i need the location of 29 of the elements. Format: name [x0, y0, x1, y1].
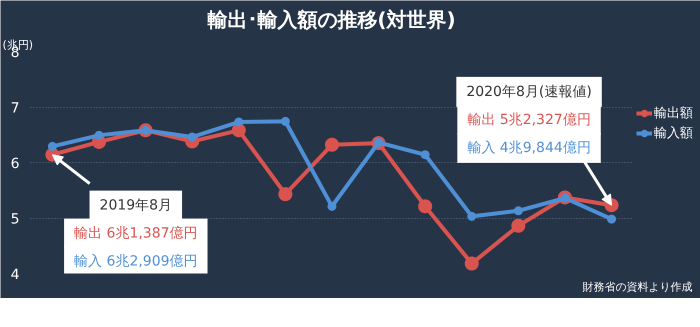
- point: [234, 117, 244, 126]
- point: [188, 132, 197, 142]
- point: [278, 187, 292, 202]
- point: [280, 116, 290, 126]
- point: [420, 150, 430, 160]
- chart-title: 輸出･輸入額の推移(対世界): [206, 8, 456, 32]
- legend-label: 輸入額: [654, 125, 693, 142]
- y-tick-label: 7: [10, 100, 20, 116]
- point: [324, 138, 339, 152]
- annotation: 輸入 6兆2,909億円: [74, 254, 198, 270]
- point: [464, 256, 479, 270]
- annotation: 2020年8月(速報値): [466, 84, 592, 100]
- point: [327, 202, 336, 211]
- annotation: 2019年8月: [100, 198, 172, 214]
- point: [48, 142, 57, 151]
- y-tick-label: 4: [10, 267, 20, 283]
- text: 財務省の資料より作成: [582, 280, 692, 294]
- y-tick-label: 5: [10, 212, 20, 228]
- annotation: 輸出 5兆2,327億円: [467, 112, 591, 128]
- y-tick-label: 6: [10, 156, 20, 172]
- point: [511, 218, 526, 233]
- annotation: 輸入 4兆9,844億円: [467, 140, 591, 156]
- point: [607, 214, 616, 224]
- point: [467, 212, 476, 221]
- point: [94, 130, 104, 140]
- point: [418, 199, 432, 214]
- legend-label: 輸出額: [654, 105, 693, 122]
- annotation: 輸出 6兆1,387億円: [74, 226, 198, 242]
- point: [514, 206, 523, 216]
